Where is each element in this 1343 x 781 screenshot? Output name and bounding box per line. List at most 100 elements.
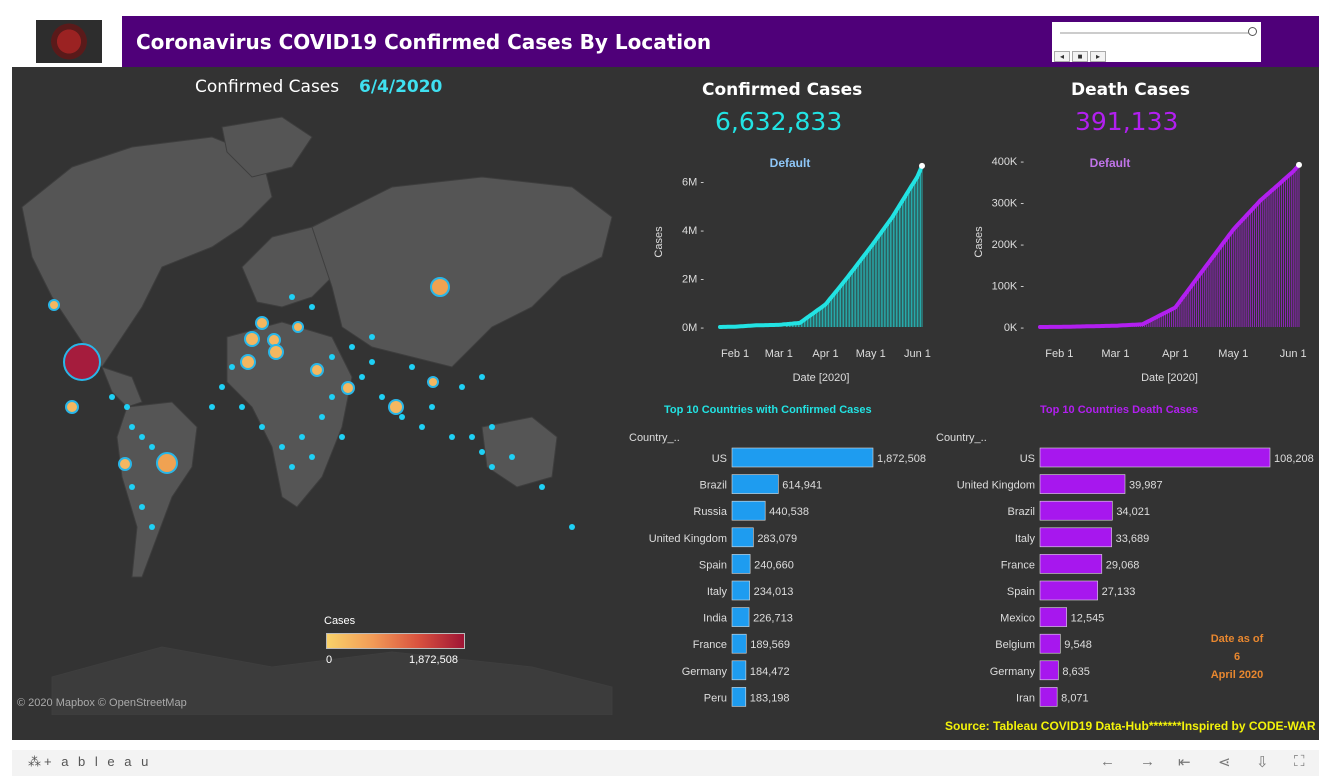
bar-value-label: 29,068 <box>1106 559 1140 571</box>
bar-category-label: France <box>1001 559 1035 571</box>
confirmed-top10-title: Top 10 Countries with Confirmed Cases <box>664 404 872 416</box>
series-line <box>718 163 924 329</box>
bar-value-label: 8,071 <box>1061 692 1089 704</box>
bar <box>731 687 747 707</box>
case-marker-small <box>509 454 515 460</box>
case-marker-small <box>329 394 335 400</box>
map-south-america <box>116 401 198 578</box>
case-marker <box>156 452 178 474</box>
death-total: 391,133 <box>1075 107 1179 136</box>
download-icon[interactable]: ⇩ <box>1256 754 1269 771</box>
share-icon[interactable]: ⋖ <box>1218 754 1231 771</box>
y-axis-title: Cases <box>653 226 665 258</box>
bar-category-label: Brazil <box>1007 506 1035 518</box>
series-end-point <box>1296 161 1302 168</box>
case-marker <box>430 277 450 297</box>
x-tick-label: Feb 1 <box>721 348 749 360</box>
bar <box>731 447 874 468</box>
map-asia <box>311 176 613 368</box>
x-tick-label: Mar 1 <box>1101 348 1129 360</box>
slider-knob[interactable] <box>1248 27 1257 36</box>
case-marker <box>341 381 355 395</box>
slider-track[interactable] <box>1060 32 1250 34</box>
x-tick-label: Apr 1 <box>1162 348 1188 360</box>
case-marker-small <box>259 424 265 430</box>
virus-logo <box>12 16 122 67</box>
case-marker-small <box>479 449 485 455</box>
case-marker-small <box>309 304 315 310</box>
legend-title: Cases <box>324 615 356 627</box>
death-bar-chart[interactable]: US 108,208 United Kingdom 39,987 Brazil 34,02… <box>927 445 1319 715</box>
confirmed-line-chart[interactable]: 0M - 2M - 4M - 6M - Feb 1 Mar 1 Apr 1 May 1 Jun … <box>622 147 942 387</box>
bar <box>731 554 751 574</box>
bar <box>1039 527 1112 548</box>
bar-category-label: Russia <box>693 506 728 518</box>
bar-value-label: 8,635 <box>1062 666 1090 678</box>
redo-icon[interactable]: → <box>1140 753 1155 770</box>
case-marker <box>268 344 284 360</box>
virus-icon <box>36 20 102 63</box>
case-marker-small <box>219 384 225 390</box>
bar-category-label: US <box>712 453 727 465</box>
death-line-chart[interactable]: 0K - 100K - 200K - 300K - 400K - Feb 1 Mar 1 Ap… <box>942 147 1319 387</box>
case-marker-small <box>124 404 130 410</box>
case-marker <box>255 316 269 330</box>
slider-back-icon[interactable]: ◂ <box>1054 51 1070 62</box>
case-marker <box>63 343 101 381</box>
map-caption: Confirmed Cases <box>195 77 340 97</box>
map-australia <box>481 416 558 488</box>
date-note-line1: Date as of <box>1210 633 1264 645</box>
bar-value-label: 189,569 <box>750 639 790 651</box>
x-tick-label: Apr 1 <box>812 348 838 360</box>
bar-value-label: 183,198 <box>750 692 790 704</box>
slider-forward-icon[interactable]: ▸ <box>1090 51 1106 62</box>
x-tick-label: Jun 1 <box>904 348 931 360</box>
y-tick-label: 300K - <box>992 198 1025 210</box>
death-top10-title: Top 10 Countries Death Cases <box>1040 404 1199 416</box>
bar-category-label: Peru <box>704 692 727 704</box>
y-tick-label: 0K - <box>1004 322 1025 334</box>
slider-stop-icon[interactable]: ■ <box>1072 51 1088 62</box>
y-tick-label: 400K - <box>992 156 1025 168</box>
map-copyright: © 2020 Mapbox © OpenStreetMap <box>17 697 187 709</box>
case-marker-small <box>229 364 235 370</box>
world-map[interactable] <box>12 107 620 715</box>
case-marker-small <box>489 464 495 470</box>
x-tick-label: Jun 1 <box>1280 348 1307 360</box>
tableau-logo[interactable]: ⁂+ a b l e a u <box>28 754 152 769</box>
tableau-toolbar: ⁂+ a b l e a u ← → ⇤ ⋖ ⇩ ⛶ <box>12 750 1319 776</box>
bar-category-label: Iran <box>1016 692 1035 704</box>
case-marker-small <box>469 434 475 440</box>
case-marker-small <box>289 464 295 470</box>
case-marker-small <box>429 404 435 410</box>
confirmed-column-header[interactable]: Country_.. <box>629 432 680 444</box>
bar <box>1039 554 1103 574</box>
map-greenland <box>221 116 313 178</box>
bar-value-label: 240,660 <box>754 559 794 571</box>
map-date: 6/4/2020 <box>359 77 443 97</box>
case-marker-small <box>149 524 155 530</box>
bar <box>1039 607 1067 627</box>
legend-max: 1,872,508 <box>409 654 458 666</box>
fullscreen-icon[interactable]: ⛶ <box>1294 753 1305 770</box>
main-panel: Confirmed Cases 6/4/2020 <box>12 67 1319 740</box>
case-marker-small <box>409 364 415 370</box>
bar <box>731 660 747 681</box>
case-marker-small <box>379 394 385 400</box>
bar-category-label: France <box>693 639 727 651</box>
bar-value-label: 234,013 <box>754 586 794 598</box>
bar-category-label: Italy <box>1015 533 1036 545</box>
case-marker-small <box>239 404 245 410</box>
bar <box>731 607 750 627</box>
date-note: Date as of 6 April 2020 <box>1192 630 1282 684</box>
death-column-header[interactable]: Country_.. <box>936 432 987 444</box>
date-note-line2: 6 <box>1233 651 1241 663</box>
tableau-brand: + a b l e a u <box>44 754 152 769</box>
source-note: Source: Tableau COVID19 Data-Hub*******I… <box>945 719 1316 733</box>
date-slider[interactable]: ◂ ■ ▸ <box>1052 22 1261 62</box>
confirmed-bar-chart[interactable]: US 1,872,508 Brazil 614,941 Russia 440,538 Uni… <box>612 445 942 715</box>
undo-icon[interactable]: ← <box>1100 753 1115 770</box>
bar-value-label: 440,538 <box>769 506 809 518</box>
revert-icon[interactable]: ⇤ <box>1178 754 1191 771</box>
bar-value-label: 283,079 <box>757 533 797 545</box>
